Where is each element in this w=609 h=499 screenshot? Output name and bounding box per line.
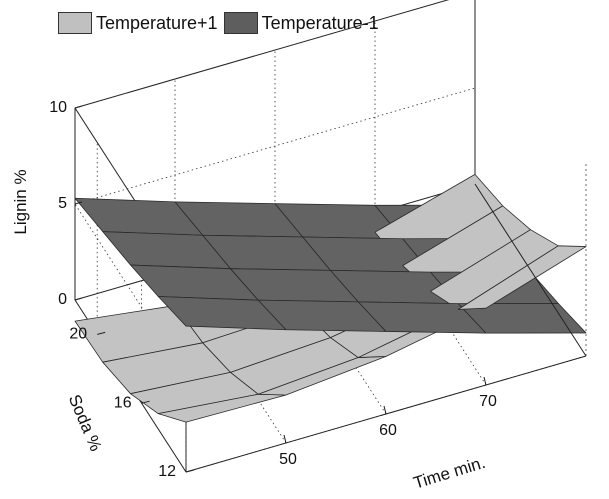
x-tick-mark [283, 434, 287, 444]
axes-box-front [74, 105, 587, 473]
legend-swatch-temperature-plus-1 [58, 12, 92, 34]
z-axis-label: Lignin % [11, 169, 30, 234]
gridline-z [74, 0, 449, 109]
x-tick-label: 60 [379, 422, 397, 439]
x-tick-mark [383, 405, 387, 415]
y-tick-mark [141, 400, 150, 404]
surface-patch-temperature-minus-1 [457, 302, 587, 334]
y-tick-mark [97, 331, 106, 335]
z-tick-label: 5 [58, 195, 67, 212]
z-tick-mark [74, 201, 83, 205]
y-axis-label: Soda % [65, 392, 106, 454]
tick-labels: 0 5 10 12 16 20 50 60 70 [49, 99, 497, 480]
surface-patch-temperature-plus-1 [457, 245, 587, 310]
x-axis-label: Time min. [411, 453, 487, 493]
x-tick-label: 50 [279, 451, 297, 468]
box-edge [474, 183, 587, 357]
x-tick-label: 70 [479, 393, 497, 410]
legend-item-temperature-minus-1: Temperature-1 [223, 12, 379, 34]
chart-legend: Temperature+1 Temperature-1 [58, 6, 385, 40]
y-tick-label: 12 [158, 463, 176, 480]
z-tick-mark [74, 105, 83, 109]
legend-label-temperature-minus-1: Temperature-1 [261, 12, 379, 33]
legend-item-temperature-plus-1: Temperature+1 [58, 12, 218, 34]
x-tick-mark [483, 376, 487, 386]
z-tick-label: 10 [49, 99, 67, 116]
z-tick-mark [74, 297, 83, 301]
legend-label-temperature-plus-1: Temperature+1 [96, 12, 218, 33]
y-tick-mark [185, 469, 195, 473]
z-tick-label: 0 [58, 291, 67, 308]
legend-swatch-temperature-minus-1 [223, 12, 258, 34]
y-tick-label: 20 [69, 326, 87, 343]
y-tick-label: 16 [114, 394, 132, 411]
surfaces [74, 173, 587, 423]
